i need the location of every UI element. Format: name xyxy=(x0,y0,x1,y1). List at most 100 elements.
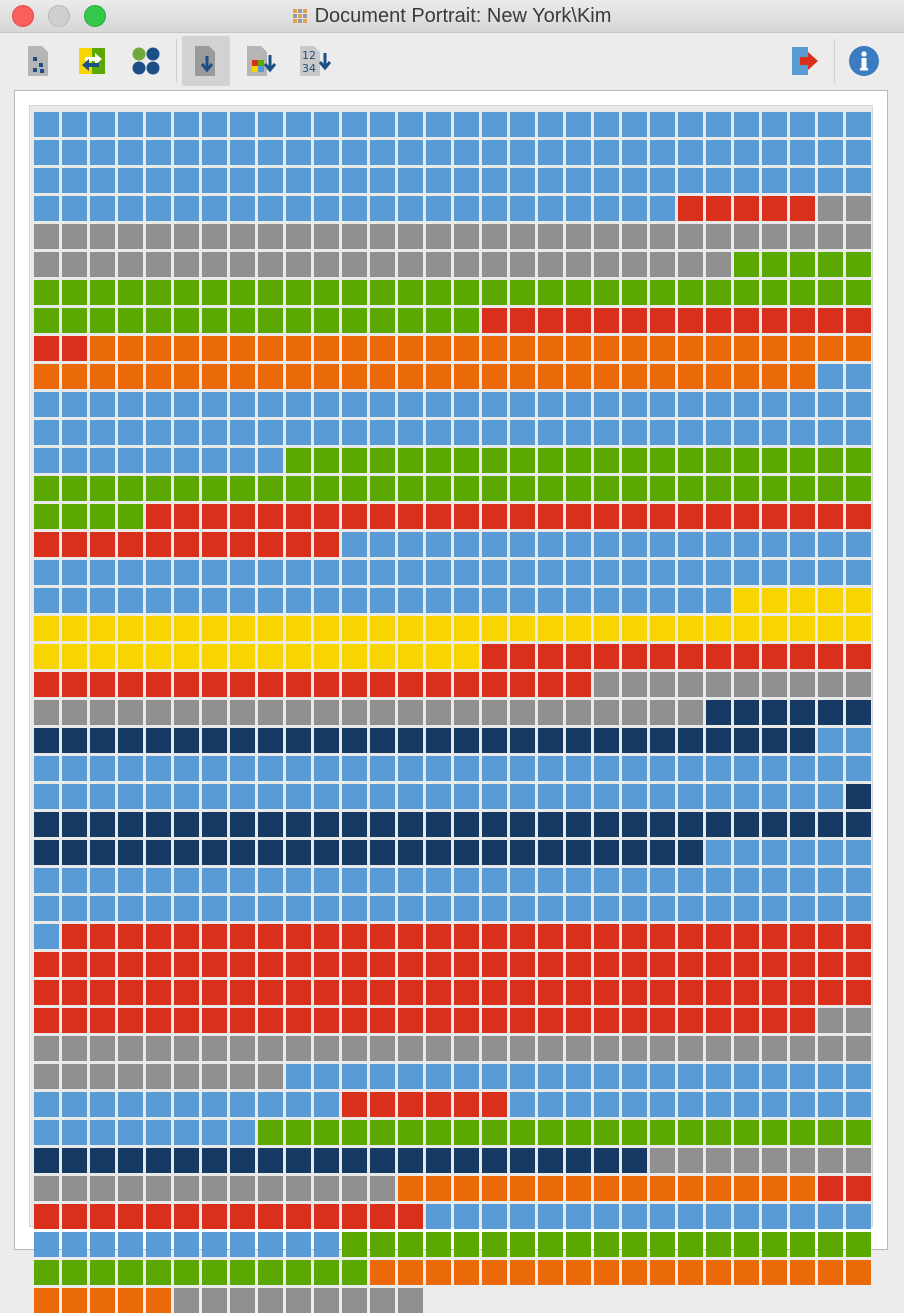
portrait-tile-orange[interactable] xyxy=(286,364,311,389)
portrait-tile-blue[interactable] xyxy=(174,448,199,473)
portrait-tile-green[interactable] xyxy=(398,308,423,333)
portrait-tile-gray[interactable] xyxy=(62,700,87,725)
portrait-tile-green[interactable] xyxy=(846,1232,871,1257)
portrait-tile-gray[interactable] xyxy=(230,1064,255,1089)
portrait-tile-yellow[interactable] xyxy=(90,644,115,669)
portrait-tile-red[interactable] xyxy=(706,644,731,669)
portrait-tile-red[interactable] xyxy=(706,952,731,977)
portrait-tile-blue[interactable] xyxy=(482,868,507,893)
portrait-tile-blue[interactable] xyxy=(62,420,87,445)
portrait-tile-navy[interactable] xyxy=(846,700,871,725)
portrait-tile-orange[interactable] xyxy=(566,364,591,389)
portrait-tile-navy[interactable] xyxy=(706,700,731,725)
portrait-tile-gray[interactable] xyxy=(174,224,199,249)
portrait-tile-gray[interactable] xyxy=(90,252,115,277)
portrait-tile-blue[interactable] xyxy=(762,1064,787,1089)
portrait-tile-gray[interactable] xyxy=(650,1148,675,1173)
portrait-tile-blue[interactable] xyxy=(818,728,843,753)
portrait-tile-blue[interactable] xyxy=(90,392,115,417)
portrait-tile-blue[interactable] xyxy=(706,1204,731,1229)
portrait-tile-gray[interactable] xyxy=(678,1036,703,1061)
portrait-tile-blue[interactable] xyxy=(762,112,787,137)
portrait-tile-blue[interactable] xyxy=(566,1204,591,1229)
portrait-tile-blue[interactable] xyxy=(34,448,59,473)
portrait-tile-orange[interactable] xyxy=(538,1176,563,1201)
portrait-tile-orange[interactable] xyxy=(34,364,59,389)
portrait-tile-green[interactable] xyxy=(734,252,759,277)
portrait-tile-gray[interactable] xyxy=(118,1036,143,1061)
portrait-tile-blue[interactable] xyxy=(118,1232,143,1257)
portrait-tile-blue[interactable] xyxy=(230,588,255,613)
portrait-tile-blue[interactable] xyxy=(678,1064,703,1089)
portrait-tile-blue[interactable] xyxy=(594,112,619,137)
portrait-tile-yellow[interactable] xyxy=(846,588,871,613)
portrait-tile-green[interactable] xyxy=(34,504,59,529)
portrait-tile-blue[interactable] xyxy=(454,392,479,417)
portrait-tile-navy[interactable] xyxy=(258,812,283,837)
portrait-tile-red[interactable] xyxy=(510,952,535,977)
portrait-tile-blue[interactable] xyxy=(678,560,703,585)
portrait-tile-blue[interactable] xyxy=(146,588,171,613)
portrait-tile-orange[interactable] xyxy=(734,1260,759,1285)
portrait-tile-blue[interactable] xyxy=(622,420,647,445)
portrait-tile-red[interactable] xyxy=(342,924,367,949)
portrait-tile-blue[interactable] xyxy=(62,588,87,613)
portrait-tile-red[interactable] xyxy=(62,532,87,557)
portrait-tile-red[interactable] xyxy=(398,980,423,1005)
portrait-tile-blue[interactable] xyxy=(566,896,591,921)
portrait-tile-gray[interactable] xyxy=(146,224,171,249)
portrait-tile-blue[interactable] xyxy=(342,392,367,417)
portrait-tile-green[interactable] xyxy=(818,1120,843,1145)
portrait-tile-orange[interactable] xyxy=(230,364,255,389)
portrait-tile-blue[interactable] xyxy=(426,1204,451,1229)
portrait-tile-blue[interactable] xyxy=(258,784,283,809)
portrait-tile-blue[interactable] xyxy=(482,112,507,137)
portrait-tile-blue[interactable] xyxy=(342,868,367,893)
color-circles-button[interactable] xyxy=(122,36,170,86)
portrait-tile-blue[interactable] xyxy=(62,196,87,221)
portrait-tile-blue[interactable] xyxy=(510,756,535,781)
portrait-tile-blue[interactable] xyxy=(258,588,283,613)
portrait-tile-gray[interactable] xyxy=(34,700,59,725)
portrait-tile-blue[interactable] xyxy=(62,392,87,417)
portrait-tile-blue[interactable] xyxy=(398,784,423,809)
portrait-tile-gray[interactable] xyxy=(538,224,563,249)
portrait-tile-blue[interactable] xyxy=(482,392,507,417)
portrait-tile-blue[interactable] xyxy=(818,1204,843,1229)
portrait-tile-orange[interactable] xyxy=(846,1260,871,1285)
portrait-tile-blue[interactable] xyxy=(426,112,451,137)
portrait-tile-blue[interactable] xyxy=(230,1120,255,1145)
portrait-tile-red[interactable] xyxy=(510,924,535,949)
portrait-tile-blue[interactable] xyxy=(454,420,479,445)
portrait-tile-navy[interactable] xyxy=(286,840,311,865)
portrait-tile-green[interactable] xyxy=(202,1260,227,1285)
portrait-tile-red[interactable] xyxy=(398,504,423,529)
portrait-tile-red[interactable] xyxy=(762,1008,787,1033)
portrait-tile-blue[interactable] xyxy=(34,1092,59,1117)
portrait-tile-gray[interactable] xyxy=(90,1036,115,1061)
portrait-tile-gray[interactable] xyxy=(314,252,339,277)
portrait-tile-green[interactable] xyxy=(426,448,451,473)
portrait-tile-yellow[interactable] xyxy=(62,616,87,641)
portrait-tile-navy[interactable] xyxy=(454,840,479,865)
portrait-tile-blue[interactable] xyxy=(426,392,451,417)
portrait-tile-blue[interactable] xyxy=(62,1232,87,1257)
portrait-tile-red[interactable] xyxy=(762,504,787,529)
portrait-tile-orange[interactable] xyxy=(482,1260,507,1285)
portrait-tile-green[interactable] xyxy=(678,476,703,501)
portrait-tile-blue[interactable] xyxy=(818,168,843,193)
portrait-tile-gray[interactable] xyxy=(594,252,619,277)
portrait-tile-gray[interactable] xyxy=(370,224,395,249)
portrait-tile-navy[interactable] xyxy=(90,728,115,753)
portrait-tile-blue[interactable] xyxy=(118,1120,143,1145)
portrait-tile-green[interactable] xyxy=(118,476,143,501)
portrait-tile-blue[interactable] xyxy=(342,560,367,585)
portrait-tile-blue[interactable] xyxy=(34,896,59,921)
portrait-tile-blue[interactable] xyxy=(62,784,87,809)
portrait-tile-red[interactable] xyxy=(34,980,59,1005)
portrait-tile-blue[interactable] xyxy=(622,868,647,893)
portrait-tile-navy[interactable] xyxy=(594,812,619,837)
portrait-tile-red[interactable] xyxy=(258,924,283,949)
portrait-tile-blue[interactable] xyxy=(846,532,871,557)
portrait-tile-red[interactable] xyxy=(286,980,311,1005)
